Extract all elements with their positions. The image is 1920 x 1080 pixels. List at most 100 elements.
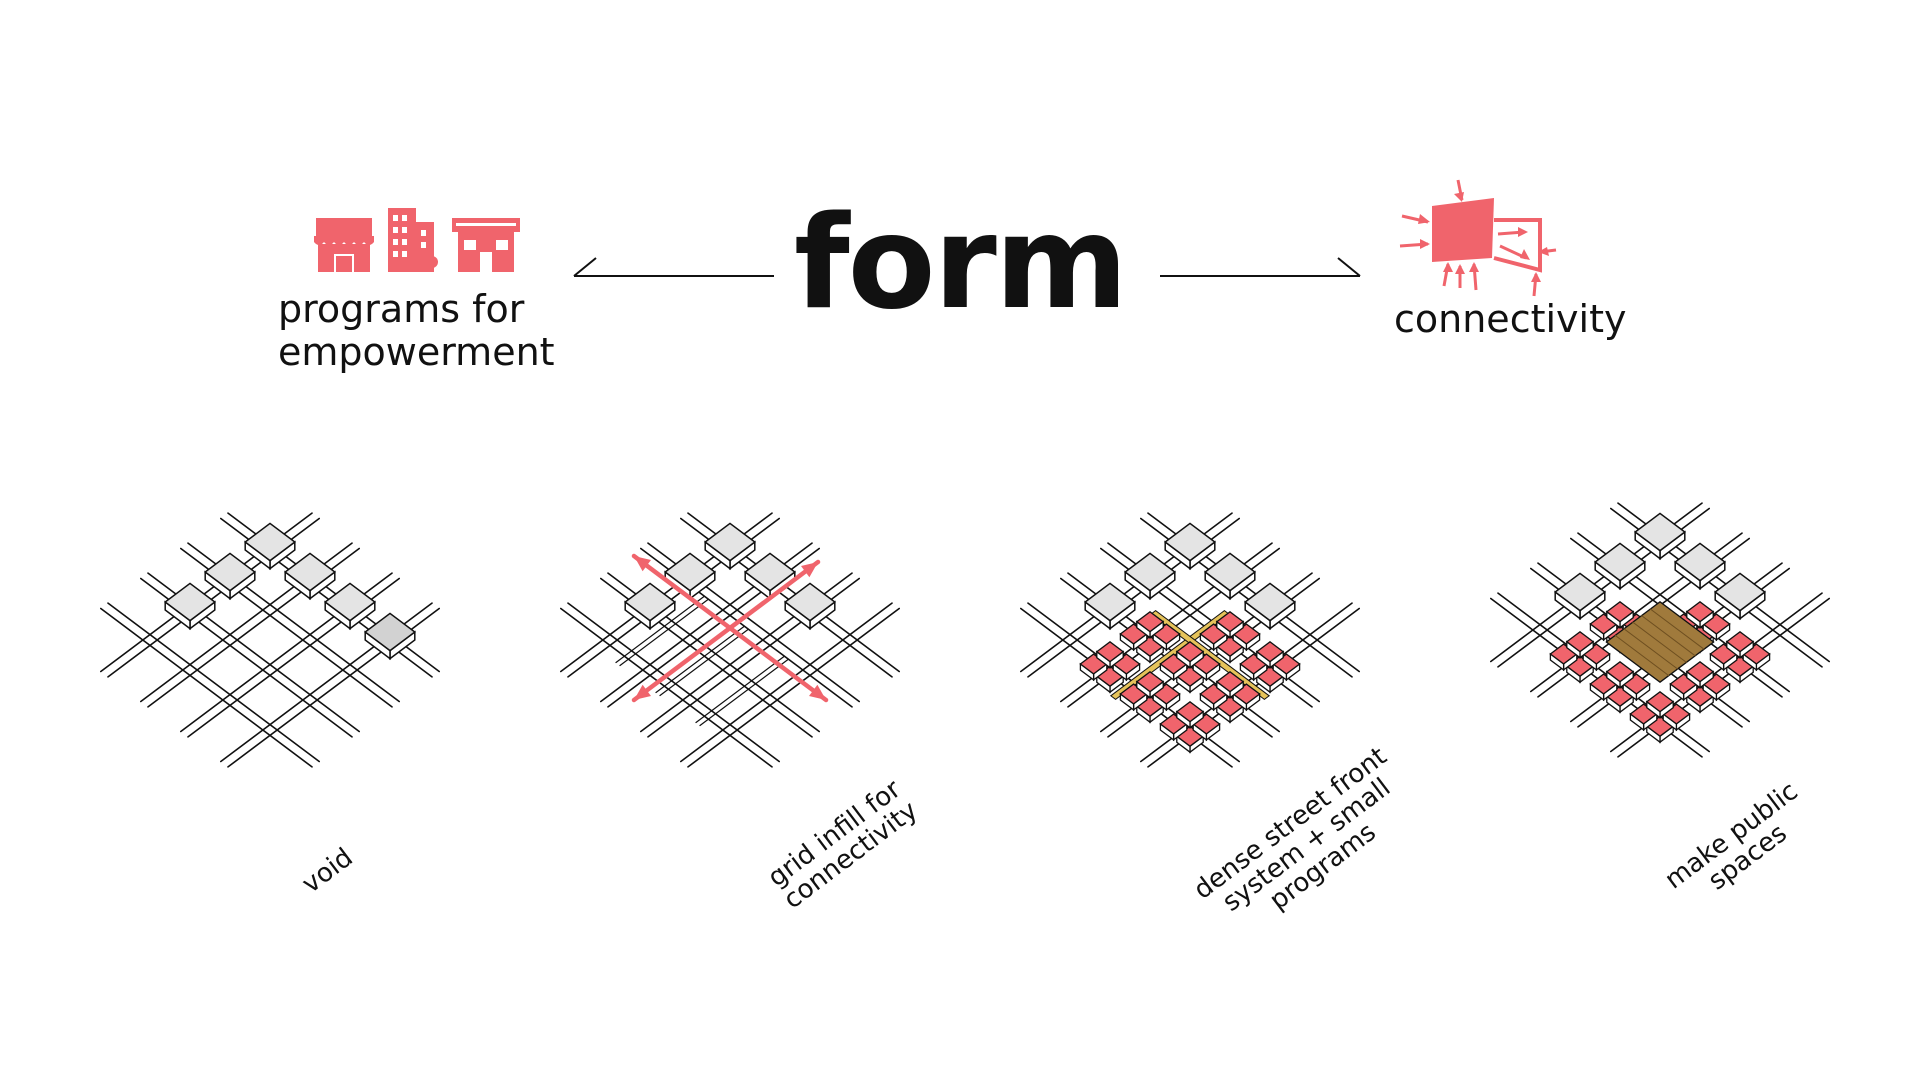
street-edge [560, 607, 773, 768]
program-top [1605, 600, 1635, 623]
program-unit [1702, 673, 1731, 702]
block-top [743, 552, 797, 592]
program-unit [1565, 630, 1595, 659]
street-edge [567, 602, 781, 763]
program-top [1135, 670, 1165, 693]
street-edge [107, 602, 321, 763]
existing-block [1123, 552, 1177, 601]
program-unit [1119, 683, 1148, 712]
arrow-head [634, 684, 651, 700]
existing-block [703, 522, 757, 571]
existing-block [323, 582, 377, 631]
program-unit [1095, 640, 1125, 669]
existing-block [203, 552, 257, 601]
program-top [1589, 613, 1618, 635]
arrow-head [809, 684, 826, 700]
plaza-plank [1641, 615, 1696, 657]
program-unit [1255, 640, 1285, 669]
program-top [1255, 640, 1285, 663]
street-edge [679, 602, 893, 763]
program-top [1645, 690, 1675, 713]
existing-block [1593, 542, 1647, 591]
step-diagram-void [100, 512, 440, 768]
block-top [1243, 582, 1297, 622]
block-top [1203, 552, 1257, 592]
program-top [1119, 683, 1148, 705]
existing-block [1553, 572, 1607, 621]
block-top [163, 582, 217, 622]
program-top [1272, 653, 1301, 675]
program-unit [1709, 643, 1738, 672]
program-unit [1119, 623, 1148, 652]
block-top [1713, 572, 1767, 612]
program-top [1685, 660, 1715, 683]
connectivity-icon [1399, 179, 1557, 297]
block-top [1593, 542, 1647, 582]
program-unit [1645, 690, 1675, 719]
block-top [1553, 572, 1607, 612]
program-unit [1582, 643, 1611, 672]
plaza-plank [1614, 634, 1670, 677]
block-top [323, 582, 377, 622]
existing-block [363, 612, 417, 661]
program-top [1589, 673, 1618, 695]
step-diagram-grid-infill [560, 512, 900, 768]
connectivity-label: connectivity [1394, 297, 1627, 341]
arrow-shaft [631, 553, 829, 703]
block-top [663, 552, 717, 592]
program-top [1175, 640, 1205, 663]
block-top [623, 582, 677, 622]
right-arrow [1160, 257, 1361, 277]
program-top [1565, 630, 1595, 653]
program-unit [1272, 653, 1301, 682]
step-diagram-dense-street [1020, 512, 1360, 768]
program-top [1215, 610, 1245, 633]
diagram-title: form [793, 189, 1128, 338]
arrow-head [801, 562, 818, 578]
program-top [1232, 683, 1261, 705]
program-top [1239, 653, 1268, 675]
program-unit [1702, 613, 1731, 642]
program-unit [1589, 673, 1618, 702]
existing-block [163, 582, 217, 631]
program-unit [1549, 643, 1578, 672]
programs-label: programs for empowerment [278, 288, 555, 374]
program-unit [1685, 660, 1715, 689]
existing-block [243, 522, 297, 571]
block-top [203, 552, 257, 592]
program-top [1232, 623, 1261, 645]
program-top [1702, 673, 1731, 695]
infill-street [695, 655, 785, 724]
block-top [1163, 522, 1217, 562]
existing-block [743, 552, 797, 601]
existing-block [663, 552, 717, 601]
existing-block [623, 582, 677, 631]
block-top [1083, 582, 1137, 622]
program-top [1582, 643, 1611, 665]
program-unit [1685, 685, 1715, 714]
program-unit [1215, 670, 1245, 699]
existing-block [283, 552, 337, 601]
shop-icon [314, 218, 374, 272]
block-top [1673, 542, 1727, 582]
block-top [1633, 512, 1687, 552]
plaza-plank [1623, 628, 1679, 670]
infill-street [619, 598, 709, 667]
block-top [283, 552, 337, 592]
program-top [1725, 630, 1755, 653]
program-top [1605, 660, 1635, 683]
program-unit [1175, 700, 1205, 729]
program-top [1119, 623, 1148, 645]
program-top [1112, 653, 1141, 675]
plaza-plank [1649, 608, 1705, 650]
program-unit [1725, 630, 1755, 659]
program-top [1742, 643, 1771, 665]
block-top [703, 522, 757, 562]
house-icon [452, 218, 520, 272]
program-top [1215, 670, 1245, 693]
program-unit [1135, 670, 1165, 699]
infill-street [655, 625, 745, 694]
existing-block [1633, 512, 1687, 561]
arrow-shaft [631, 559, 821, 703]
